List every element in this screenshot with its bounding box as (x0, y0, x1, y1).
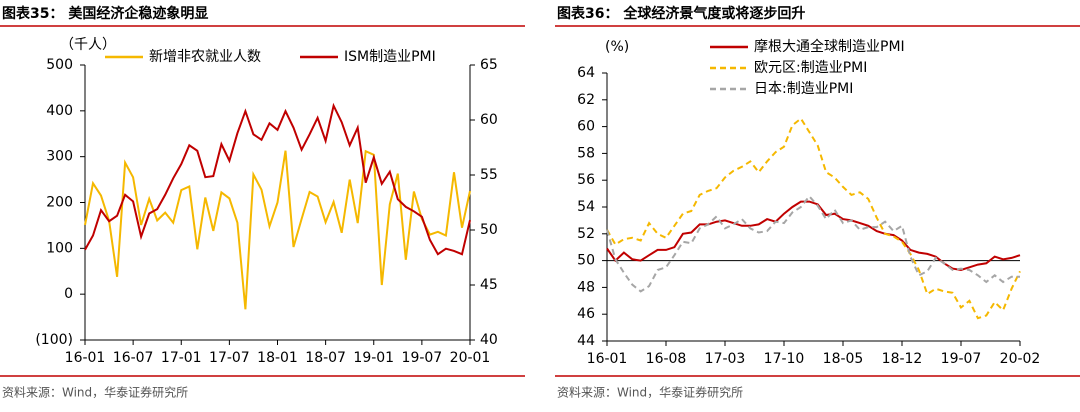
legend-label: 新增非农就业人数 (149, 49, 261, 65)
x-tick-label: 18-01 (257, 350, 298, 366)
y-tick-label: 50 (577, 253, 595, 269)
y2-tick-label: 40 (480, 332, 498, 348)
x-tick-label: 18-05 (823, 351, 864, 367)
series-line (606, 194, 1020, 293)
chart-title: 图表36： 全球经济景气度或将逐步回升 (557, 5, 805, 22)
y-tick-label: 100 (46, 240, 73, 256)
series-line (84, 149, 471, 310)
chart-title: 图表35： 美国经济企稳迹象明显 (2, 5, 208, 22)
y2-tick-label: 55 (480, 167, 498, 183)
x-tick-label: 20-01 (450, 350, 491, 366)
y-tick-label: 54 (577, 199, 595, 215)
legend-label: 摩根大通全球制造业PMI (754, 38, 905, 55)
x-tick-label: 18-12 (882, 351, 923, 367)
series-line (606, 117, 1021, 320)
y-tick-label: 200 (46, 195, 73, 211)
y2-tick-label: 45 (480, 277, 498, 293)
x-tick-label: 17-10 (764, 351, 805, 367)
legend-label: 日本:制造业PMI (754, 81, 853, 97)
y2-tick-label: 65 (480, 57, 498, 73)
y-tick-label: 44 (577, 333, 595, 349)
x-tick-label: 17-01 (161, 350, 202, 366)
y-tick-label: 60 (577, 119, 595, 135)
x-tick-label: 16-01 (65, 350, 106, 366)
x-tick-label: 16-01 (587, 351, 628, 367)
source: 资料来源：Wind，华泰证券研究所 (557, 385, 743, 400)
y2-tick-label: 50 (480, 222, 498, 238)
x-tick-label: 17-07 (209, 350, 250, 366)
y-tick-label: 300 (46, 149, 73, 165)
y-axis-label: （千人） (60, 37, 116, 53)
x-tick-label: 19-07 (941, 351, 982, 367)
series-line (606, 200, 1021, 272)
source: 资料来源：Wind，华泰证券研究所 (2, 385, 188, 400)
x-tick-label: 16-07 (113, 350, 154, 366)
legend-label: 欧元区:制造业PMI (754, 60, 867, 76)
x-tick-label: 19-01 (353, 350, 394, 366)
x-tick-label: 16-08 (646, 351, 687, 367)
y-tick-label: 0 (64, 286, 73, 302)
y-tick-label: 56 (577, 172, 595, 188)
legend-label: ISM制造业PMI (344, 49, 436, 65)
y-tick-label: 46 (577, 306, 595, 322)
y-tick-label: 48 (577, 279, 595, 295)
x-tick-label: 18-07 (305, 350, 346, 366)
y-tick-label: 52 (577, 226, 595, 242)
y-tick-label: 500 (46, 57, 73, 73)
y-tick-label: 400 (46, 103, 73, 119)
y2-tick-label: 60 (480, 112, 498, 128)
x-tick-label: 20-02 (1000, 351, 1041, 367)
y-tick-label: 64 (577, 65, 595, 81)
series-line (84, 102, 471, 256)
y-axis-label: (%) (605, 39, 629, 55)
x-tick-label: 17-03 (705, 351, 746, 367)
x-tick-label: 19-07 (402, 350, 443, 366)
y-tick-label: 58 (577, 145, 595, 161)
y-tick-label: (100) (35, 332, 73, 348)
y-tick-label: 62 (577, 92, 595, 108)
